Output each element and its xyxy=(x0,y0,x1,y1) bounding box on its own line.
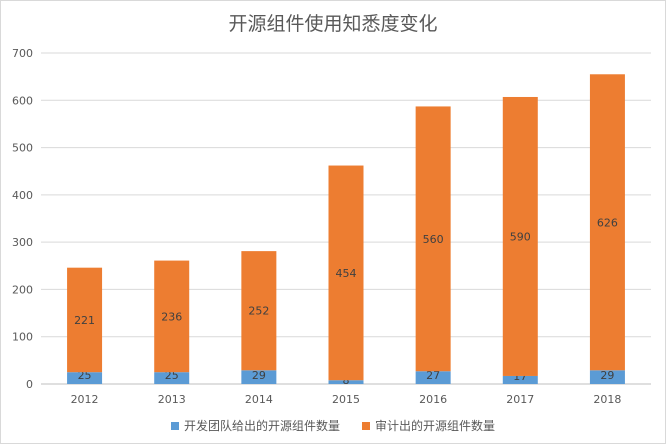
bar-series-2 xyxy=(241,251,277,371)
y-tick-label: 500 xyxy=(12,142,33,155)
x-tick-label: 2013 xyxy=(158,393,186,406)
x-tick-label: 2017 xyxy=(506,393,534,406)
x-tick-label: 2014 xyxy=(245,393,273,406)
legend-item-series-2: 审计出的开源组件数量 xyxy=(362,417,495,434)
y-tick-label: 200 xyxy=(12,283,33,296)
legend-swatch-series-2 xyxy=(362,421,370,430)
data-label-series-1: 25 xyxy=(165,369,179,382)
data-label-series-2: 221 xyxy=(74,314,95,327)
bar-series-1 xyxy=(154,372,190,384)
data-label-series-2: 236 xyxy=(161,310,182,323)
chart-title: 开源组件使用知悉度变化 xyxy=(228,13,438,35)
bar-series-1 xyxy=(241,370,277,384)
legend-label-series-1: 开发团队给出的开源组件数量 xyxy=(183,419,340,433)
y-tick-label: 100 xyxy=(12,331,33,344)
data-label-series-2: 454 xyxy=(336,267,357,280)
bar-series-2 xyxy=(328,165,364,381)
bar-series-2 xyxy=(589,74,625,371)
legend-item-series-1: 开发团队给出的开源组件数量 xyxy=(170,417,340,434)
bar-series-1 xyxy=(415,371,451,384)
x-tick-label: 2016 xyxy=(419,393,447,406)
legend-swatch-series-1 xyxy=(170,421,179,430)
data-label-series-2: 590 xyxy=(510,230,531,243)
data-label-series-2: 252 xyxy=(248,305,269,318)
data-label-series-1: 25 xyxy=(78,369,92,382)
bar-series-2 xyxy=(154,260,190,373)
data-label-series-1: 29 xyxy=(600,369,614,382)
bar-series-2 xyxy=(415,106,451,372)
bar-series-1 xyxy=(67,372,103,384)
bar-series-2 xyxy=(502,96,538,376)
bar-series-1 xyxy=(328,380,364,384)
y-tick-label: 600 xyxy=(12,94,33,107)
bar-series-1 xyxy=(502,375,538,384)
y-tick-label: 300 xyxy=(12,236,33,249)
data-label-series-2: 626 xyxy=(597,216,618,229)
bar-series-2 xyxy=(67,267,103,373)
bar-series-1 xyxy=(589,370,625,384)
y-tick-label: 400 xyxy=(12,189,33,202)
y-tick-label: 0 xyxy=(26,378,33,391)
legend-label-series-2: 审计出的开源组件数量 xyxy=(375,419,496,433)
x-tick-label: 2018 xyxy=(593,393,621,406)
y-tick-label: 700 xyxy=(12,47,33,60)
data-label-series-1: 27 xyxy=(426,369,440,382)
legend: 开发团队给出的开源组件数量 审计出的开源组件数量 xyxy=(1,417,665,434)
x-tick-label: 2015 xyxy=(332,393,360,406)
data-label-series-2: 560 xyxy=(423,233,444,246)
data-label-series-1: 8 xyxy=(343,374,350,387)
x-tick-label: 2012 xyxy=(71,393,99,406)
data-label-series-1: 29 xyxy=(252,369,266,382)
